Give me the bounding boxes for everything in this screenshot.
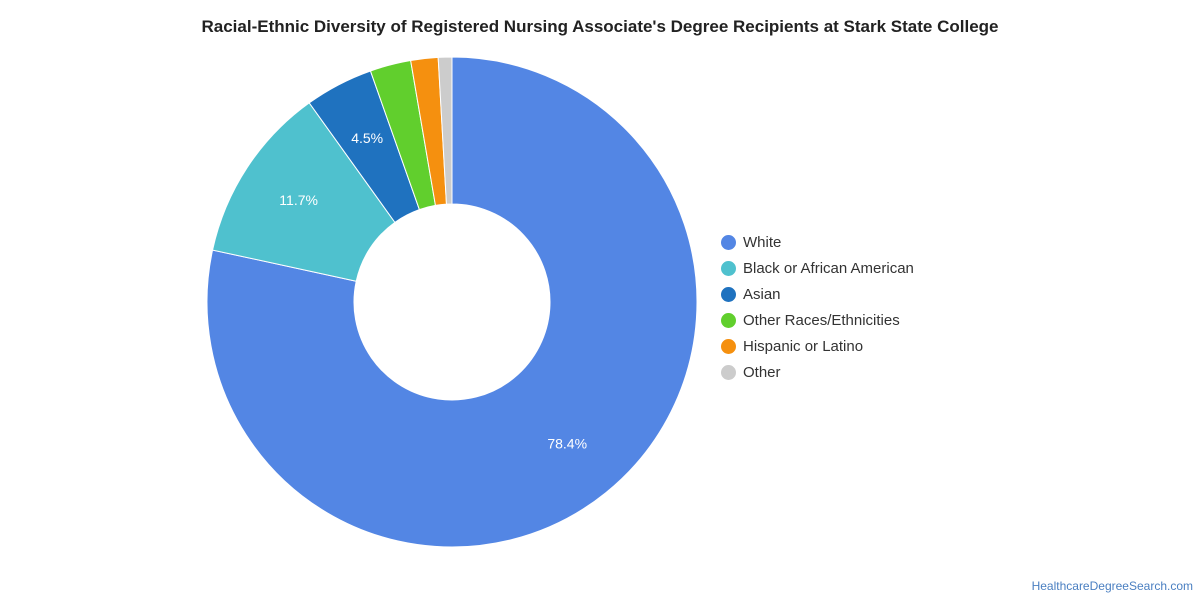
watermark[interactable]: HealthcareDegreeSearch.com (1031, 579, 1193, 593)
legend-label: Other (743, 363, 781, 381)
legend-label: Asian (743, 285, 781, 303)
legend-swatch (721, 312, 736, 328)
legend-swatch (721, 286, 736, 302)
legend-swatch (721, 364, 736, 380)
legend-label: Other Races/Ethnicities (743, 311, 900, 329)
legend-label: Black or African American (743, 259, 914, 277)
legend-item[interactable]: Hispanic or Latino (721, 333, 914, 359)
legend: White Black or African American Asian Other… (721, 229, 914, 385)
legend-item[interactable]: White (721, 229, 914, 255)
legend-swatch (721, 260, 736, 276)
chart-title: Racial-Ethnic Diversity of Registered Nu… (201, 17, 999, 36)
legend-item[interactable]: Asian (721, 281, 914, 307)
legend-label: White (743, 233, 782, 251)
legend-item[interactable]: Black or African American (721, 255, 914, 281)
legend-swatch (721, 338, 736, 354)
data-label: 78.4% (547, 436, 587, 452)
slice-other[interactable] (437, 56, 453, 205)
data-label: 4.5% (351, 130, 383, 146)
data-label: 11.7% (279, 192, 318, 208)
slice-black-or-african-american[interactable] (211, 102, 396, 282)
legend-label: Hispanic or Latino (743, 337, 864, 355)
donut-slices (206, 56, 698, 548)
slice-labels: 78.4% 11.7% 4.5% (279, 130, 587, 452)
slice-white[interactable] (206, 56, 698, 548)
legend-item[interactable]: Other (721, 359, 914, 385)
legend-item[interactable]: Other Races/Ethnicities (721, 307, 914, 333)
legend-swatch (721, 234, 736, 250)
